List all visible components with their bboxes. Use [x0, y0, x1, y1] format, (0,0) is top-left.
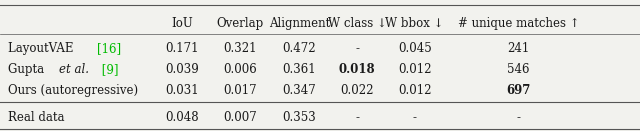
Text: 0.012: 0.012 — [398, 63, 431, 76]
Text: 0.171: 0.171 — [166, 42, 199, 55]
Text: 0.048: 0.048 — [166, 111, 199, 124]
Text: Ours (autoregressive): Ours (autoregressive) — [8, 84, 138, 97]
Text: [9]: [9] — [98, 63, 118, 76]
Text: 0.045: 0.045 — [398, 42, 431, 55]
Text: [16]: [16] — [97, 42, 121, 55]
Text: -: - — [413, 111, 417, 124]
Text: 0.347: 0.347 — [283, 84, 316, 97]
Text: -: - — [516, 111, 520, 124]
Text: 546: 546 — [507, 63, 530, 76]
Text: W bbox ↓: W bbox ↓ — [385, 17, 444, 30]
Text: 0.353: 0.353 — [283, 111, 316, 124]
Text: et al.: et al. — [59, 63, 89, 76]
Text: 0.472: 0.472 — [283, 42, 316, 55]
Text: 0.361: 0.361 — [283, 63, 316, 76]
Text: 0.018: 0.018 — [339, 63, 376, 76]
Text: Overlap: Overlap — [216, 17, 264, 30]
Text: LayoutVAE: LayoutVAE — [8, 42, 77, 55]
Text: Alignment: Alignment — [269, 17, 330, 30]
Text: 0.031: 0.031 — [166, 84, 199, 97]
Text: W class ↓: W class ↓ — [328, 17, 387, 30]
Text: 0.039: 0.039 — [166, 63, 199, 76]
Text: 0.012: 0.012 — [398, 84, 431, 97]
Text: 697: 697 — [506, 84, 531, 97]
Text: Gupta: Gupta — [8, 63, 47, 76]
Text: 0.007: 0.007 — [223, 111, 257, 124]
Text: IoU: IoU — [172, 17, 193, 30]
Text: -: - — [355, 111, 359, 124]
Text: 0.017: 0.017 — [223, 84, 257, 97]
Text: 0.022: 0.022 — [340, 84, 374, 97]
Text: 0.006: 0.006 — [223, 63, 257, 76]
Text: # unique matches ↑: # unique matches ↑ — [458, 17, 579, 30]
Text: 241: 241 — [508, 42, 529, 55]
Text: 0.321: 0.321 — [223, 42, 257, 55]
Text: Real data: Real data — [8, 111, 64, 124]
Text: -: - — [355, 42, 359, 55]
